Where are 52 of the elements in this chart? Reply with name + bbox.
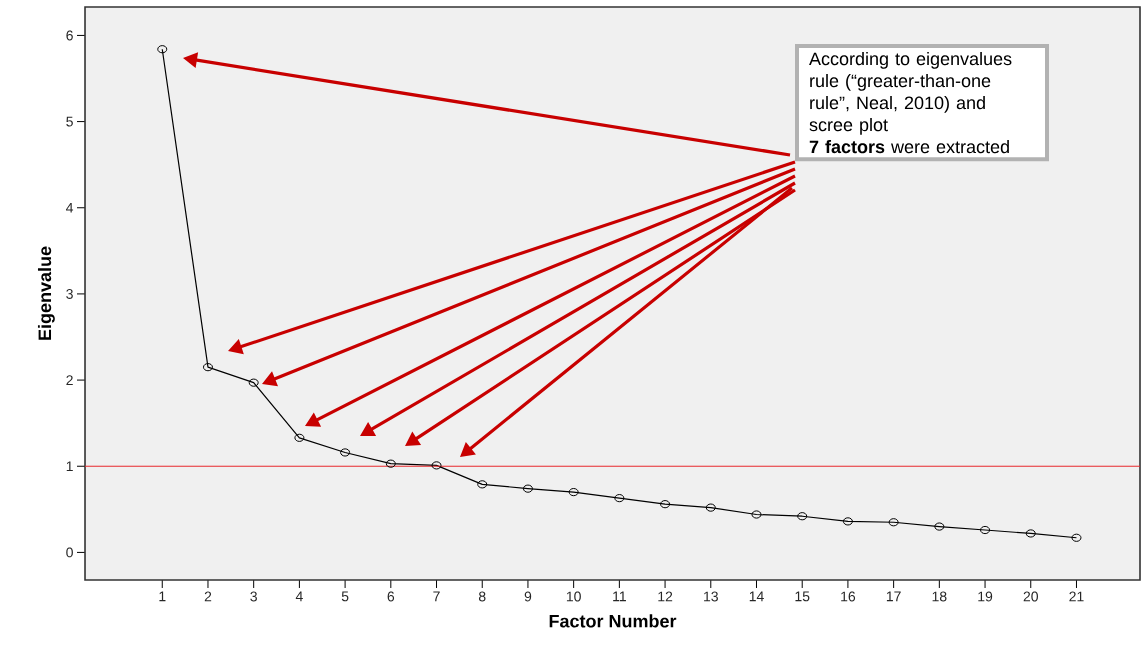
y-tick-label: 3 (66, 288, 73, 299)
x-tick-label: 13 (704, 591, 718, 602)
point (980, 525, 991, 535)
point (431, 461, 442, 470)
point (294, 433, 305, 442)
point (202, 363, 213, 372)
y-tick-label: 0 (66, 547, 73, 558)
y-tick-label: 4 (66, 202, 74, 213)
point (614, 494, 625, 503)
point (660, 500, 671, 509)
y-tick-label: 1 (66, 461, 73, 472)
x-tick-label: 5 (341, 591, 349, 602)
x-tick-label: 15 (795, 591, 810, 602)
point (751, 510, 762, 519)
x-tick-label: 7 (433, 591, 440, 602)
x-tick-label: 20 (1023, 591, 1038, 602)
x-tick-label: 10 (566, 591, 581, 602)
annotation: 7 factors were extracted (809, 139, 1009, 154)
y-tick-label: 6 (66, 30, 73, 41)
x-tick-label: 17 (886, 591, 901, 602)
point (157, 45, 168, 54)
x-axis-title: Factor Number (549, 614, 677, 628)
x-tick-label: 21 (1069, 591, 1084, 602)
y-tick-label: 5 (66, 116, 73, 127)
point (522, 484, 533, 493)
point (340, 448, 351, 457)
point (248, 378, 259, 387)
point (1071, 533, 1082, 542)
x-tick-label: 2 (204, 591, 212, 602)
point (568, 488, 579, 497)
x-tick-label: 4 (295, 591, 303, 602)
x-tick-label: 1 (159, 591, 166, 602)
x-tick-label: 11 (613, 591, 626, 602)
point (797, 512, 808, 521)
x-tick-label: 12 (658, 591, 673, 602)
point (934, 522, 945, 531)
x-tick-label: 6 (387, 591, 395, 602)
x-tick-label: 19 (978, 591, 993, 602)
point (705, 503, 716, 512)
point (477, 480, 488, 489)
x-tick-label: 8 (478, 591, 486, 602)
x-tick-label: 16 (841, 591, 856, 602)
y-tick-label: 2 (66, 375, 73, 385)
point (842, 517, 853, 526)
point (385, 459, 396, 468)
point (888, 518, 899, 527)
x-tick-label: 18 (932, 591, 947, 602)
x-tick-label: 9 (524, 591, 532, 602)
x-tick-label: 14 (749, 591, 764, 602)
x-tick-label: 3 (250, 591, 257, 602)
y-axis-title: Eigenvalue (37, 246, 55, 340)
point (1025, 529, 1036, 538)
